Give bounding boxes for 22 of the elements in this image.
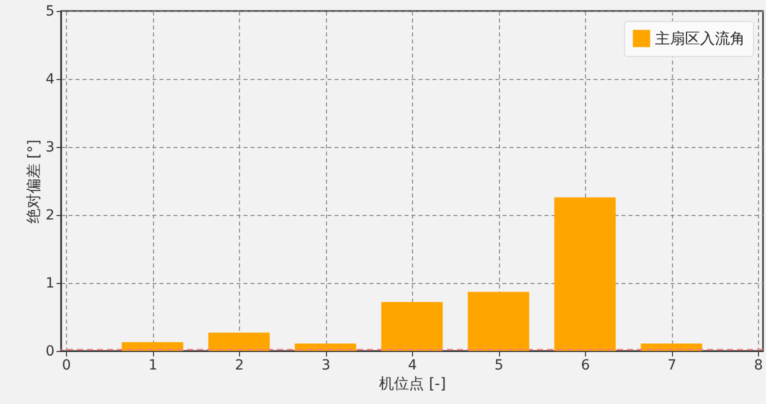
x-tick-label: 6 <box>581 358 590 374</box>
x-tick-label: 0 <box>62 358 71 374</box>
y-tick-label: 3 <box>46 140 54 156</box>
bar <box>554 197 616 351</box>
legend-label: 主扇区入流角 <box>655 30 745 48</box>
bar <box>208 332 270 351</box>
bar <box>381 302 443 351</box>
x-tick-label: 8 <box>754 358 763 374</box>
x-tick-label: 4 <box>408 358 418 374</box>
y-tick-label: 4 <box>46 72 55 88</box>
x-tick-label: 3 <box>322 358 330 374</box>
x-tick-label: 7 <box>668 358 676 374</box>
y-axis-title: 绝对偏差 [°] <box>24 140 43 224</box>
y-tick-label: 2 <box>46 208 54 224</box>
x-tick-label: 1 <box>148 358 158 374</box>
bar <box>468 292 530 351</box>
y-tick-label: 0 <box>46 344 54 360</box>
y-tick-label: 1 <box>46 276 54 292</box>
x-axis-title: 机位点 [-] <box>379 374 446 392</box>
x-tick-label: 5 <box>494 358 504 374</box>
y-tick-label: 5 <box>46 4 54 20</box>
x-tick-label: 2 <box>235 358 244 374</box>
